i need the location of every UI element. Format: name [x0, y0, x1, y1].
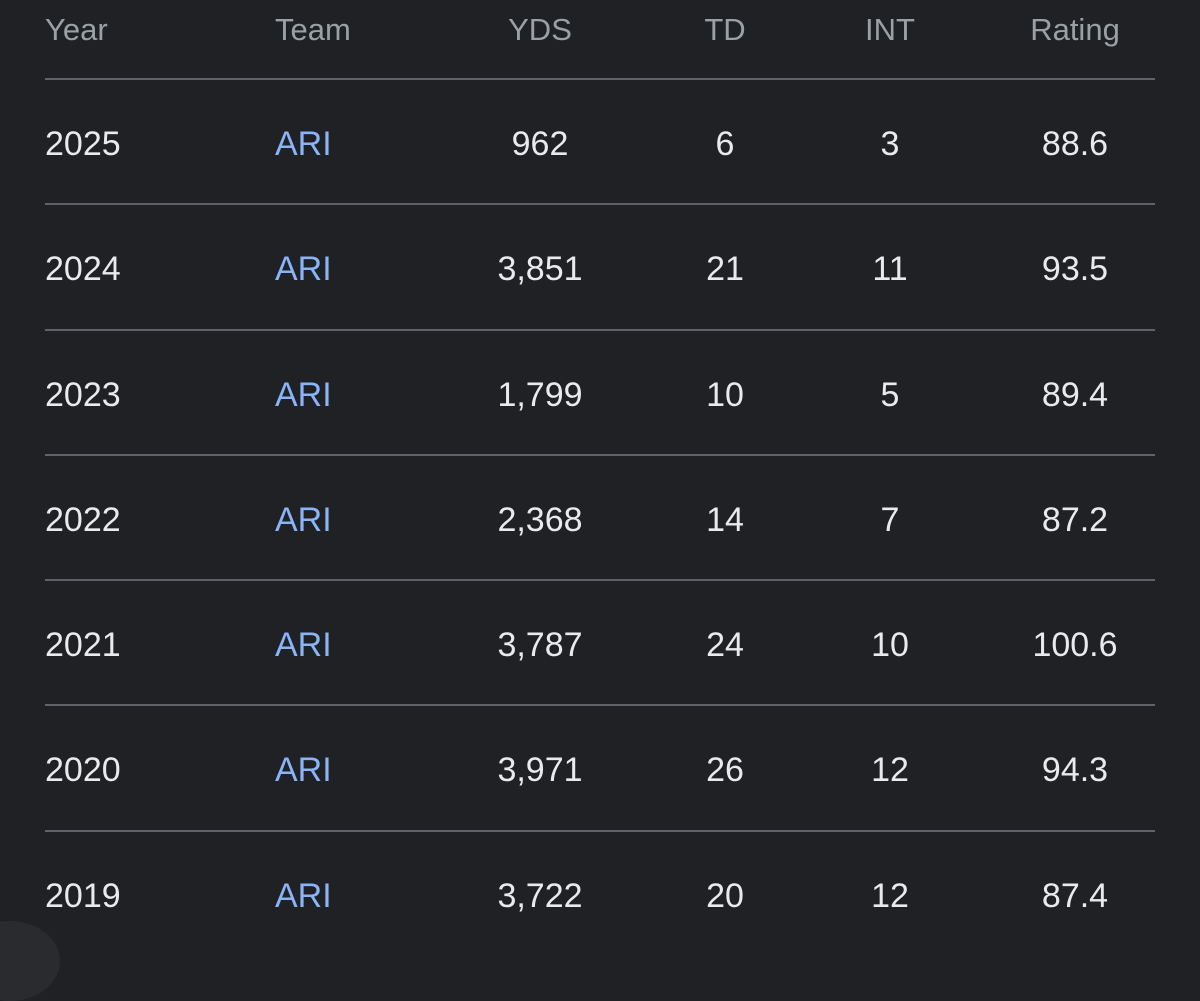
cell-yds-value: 1,799 — [497, 375, 583, 414]
table-header: Year Team YDS TD INT Rating — [45, 0, 1155, 80]
header-yds-label: YDS — [508, 12, 572, 47]
cell-rating-value: 87.4 — [1041, 876, 1109, 915]
cell-int-value: 12 — [871, 876, 909, 915]
cell-year: 2021 — [45, 626, 121, 665]
team-link[interactable]: ARI — [275, 626, 332, 665]
cell-int-value: 7 — [880, 500, 900, 539]
header-team: Team — [275, 12, 351, 47]
cell-int-value: 10 — [871, 626, 909, 665]
cell-year: 2020 — [45, 751, 121, 790]
cell-year: 2023 — [45, 375, 121, 414]
career-stats-table: Year Team YDS TD INT Rating 2025 ARI 962… — [45, 0, 1155, 957]
cell-yds-value: 3,851 — [497, 250, 583, 289]
cell-td-value: 14 — [706, 500, 744, 539]
cell-yds-value: 3,722 — [497, 876, 583, 915]
cell-td-value: 24 — [706, 626, 744, 665]
header-td-label: TD — [704, 12, 746, 47]
cell-year: 2022 — [45, 500, 121, 539]
cell-rating-value: 88.6 — [1041, 125, 1109, 163]
table-row: 2025 ARI 962 6 3 88.6 — [45, 80, 1155, 206]
table-row: 2019 ARI 3,722 20 12 87.4 — [45, 832, 1155, 957]
cell-year: 2024 — [45, 250, 121, 289]
cell-rating-value: 94.3 — [1041, 751, 1109, 790]
cell-rating-value: 89.4 — [1041, 375, 1109, 414]
table-row: 2021 ARI 3,787 24 10 100.6 — [45, 581, 1155, 707]
cell-yds-value: 2,368 — [497, 500, 583, 539]
cell-rating-value: 93.5 — [1041, 250, 1109, 289]
team-link[interactable]: ARI — [275, 876, 332, 915]
table-row: 2023 ARI 1,799 10 5 89.4 — [45, 331, 1155, 456]
cell-yds-value: 962 — [511, 125, 569, 163]
table-row: 2022 ARI 2,368 14 7 87.2 — [45, 456, 1155, 582]
team-link[interactable]: ARI — [275, 751, 332, 790]
cell-td-value: 6 — [715, 125, 735, 163]
header-rating-label: Rating — [1030, 12, 1120, 47]
cell-int-value: 3 — [880, 125, 900, 163]
team-link[interactable]: ARI — [275, 125, 332, 163]
team-link[interactable]: ARI — [275, 375, 332, 414]
cell-td-value: 20 — [706, 876, 744, 915]
cell-rating-value: 100.6 — [1032, 626, 1118, 665]
table-row: 2024 ARI 3,851 21 11 93.5 — [45, 205, 1155, 331]
cell-year: 2019 — [45, 876, 121, 915]
cell-int-value: 5 — [880, 375, 900, 414]
header-int-label: INT — [865, 12, 915, 47]
cell-yds-value: 3,787 — [497, 626, 583, 665]
cell-td-value: 26 — [706, 751, 744, 790]
header-year: Year — [45, 12, 108, 47]
cell-rating-value: 87.2 — [1041, 500, 1109, 539]
team-link[interactable]: ARI — [275, 250, 332, 289]
cell-td-value: 10 — [706, 375, 744, 414]
cell-year: 2025 — [45, 125, 121, 163]
cell-yds-value: 3,971 — [497, 751, 583, 790]
table-row: 2020 ARI 3,971 26 12 94.3 — [45, 706, 1155, 832]
team-link[interactable]: ARI — [275, 500, 332, 539]
cell-int-value: 11 — [872, 250, 908, 289]
cell-int-value: 12 — [871, 751, 909, 790]
cell-td-value: 21 — [706, 250, 744, 289]
